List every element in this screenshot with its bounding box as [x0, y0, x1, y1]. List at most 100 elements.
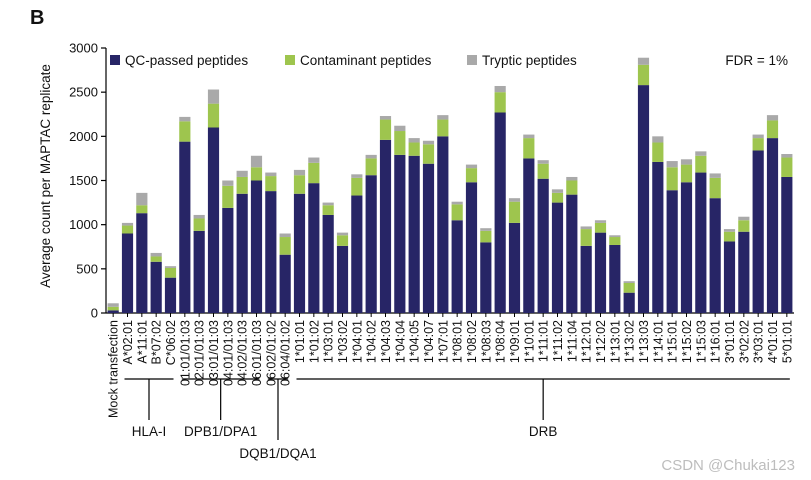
- bar-segment-contaminant: [179, 121, 191, 142]
- x-tick-label: 1*16:01: [709, 320, 723, 363]
- x-tick-label: 06:02/01:02: [264, 320, 278, 386]
- bar-segment-qc: [322, 214, 334, 313]
- bar-segment-contaminant: [222, 185, 234, 208]
- bar-segment-tryptic: [781, 154, 793, 158]
- bar-segment-qc: [637, 85, 650, 313]
- bar-segment-contaminant: [738, 220, 750, 232]
- x-tick-label: 1*13:01: [608, 320, 622, 363]
- bar-segment-tryptic: [508, 198, 521, 202]
- bar-segment-contaminant: [150, 256, 162, 262]
- group-label: DRB: [529, 424, 558, 439]
- x-tick-label: 1*01:01: [293, 320, 307, 363]
- y-tick-label: 2000: [69, 129, 98, 144]
- bar-segment-contaminant: [508, 201, 521, 223]
- x-tick-label: 1*11:02: [551, 320, 565, 362]
- x-tick-label: Mock transfection: [107, 320, 121, 418]
- bar-segment-contaminant: [666, 167, 678, 191]
- bar-segment-contaminant: [322, 205, 334, 215]
- bar-segment-contaminant: [637, 64, 650, 86]
- bar-segment-contaminant: [293, 175, 306, 194]
- bar-segment-tryptic: [179, 116, 191, 122]
- bar-segment-tryptic: [236, 170, 248, 177]
- legend-label-tryptic: Tryptic peptides: [482, 53, 577, 68]
- y-axis-label: Average count per MAPTAC replicate: [38, 64, 53, 288]
- bar-segment-qc: [451, 220, 463, 313]
- bar-segment-contaminant: [594, 222, 607, 233]
- x-tick-label: 3*03:01: [752, 320, 766, 363]
- bar-segment-contaminant: [351, 177, 363, 196]
- bar-segment-qc: [265, 191, 277, 313]
- bar-segment-tryptic: [351, 174, 363, 178]
- bar-segment-contaminant: [551, 192, 564, 203]
- x-tick-label: 1*08:01: [451, 320, 465, 363]
- bar-segment-tryptic: [580, 226, 592, 230]
- bar-segment-tryptic: [107, 303, 119, 307]
- bar-segment-qc: [766, 138, 779, 313]
- x-tick-label: 5*01:01: [780, 320, 794, 363]
- bar-segment-qc: [250, 180, 263, 313]
- bar-segment-contaminant: [566, 180, 578, 195]
- bar-segment-contaminant: [580, 229, 592, 246]
- bar-segment-qc: [121, 233, 134, 313]
- bar-segment-tryptic: [164, 266, 177, 268]
- bar-segment-tryptic: [222, 180, 234, 186]
- bar-segment-qc: [164, 277, 177, 313]
- bar-segment-contaminant: [451, 204, 463, 221]
- bar-segment-contaminant: [709, 177, 721, 199]
- bar-segment-contaminant: [379, 119, 392, 140]
- bar-segment-contaminant: [236, 176, 248, 194]
- bar-segment-qc: [695, 172, 707, 313]
- bar-segment-qc: [580, 245, 592, 313]
- bar-segment-contaminant: [164, 267, 177, 278]
- x-tick-label: 1*08:04: [494, 320, 508, 363]
- bar-segment-qc: [107, 310, 119, 313]
- x-tick-label: 1*15:03: [694, 320, 708, 363]
- bar-segment-qc: [537, 178, 549, 313]
- bar-segment-qc: [308, 183, 320, 313]
- bar-segment-contaminant: [752, 138, 764, 151]
- x-tick-label: 1*13:02: [623, 320, 637, 363]
- bar-segment-tryptic: [121, 222, 134, 226]
- x-tick-label: 1*08:02: [465, 320, 479, 363]
- x-tick-label: 01:01/01:03: [178, 320, 192, 386]
- bar-segment-qc: [709, 198, 721, 313]
- bar-segment-contaminant: [723, 231, 736, 242]
- bar-segment-contaminant: [494, 92, 506, 113]
- bar-segment-qc: [293, 193, 306, 313]
- bar-segment-contaminant: [279, 237, 291, 255]
- group-label: HLA-I: [132, 424, 167, 439]
- bar-segment-tryptic: [265, 172, 277, 177]
- category-groups: HLA-I DPB1/DPA1 DQB1/DQA1 DRB: [124, 378, 790, 461]
- bar-segment-qc: [609, 244, 621, 313]
- bar-segment-tryptic: [551, 189, 564, 193]
- x-tick-label: 1*03:01: [322, 320, 336, 363]
- bar-segment-qc: [207, 127, 220, 313]
- x-tick-label: 3*01:01: [723, 320, 737, 363]
- y-tick-label: 3000: [69, 41, 98, 56]
- x-tick-label: 1*04:03: [379, 320, 393, 363]
- bar-segment-tryptic: [250, 155, 263, 168]
- bar-segment-tryptic: [394, 125, 406, 132]
- bar-segment-qc: [351, 195, 363, 313]
- x-tick-label: 1*12:01: [580, 320, 594, 363]
- bar-segment-tryptic: [150, 252, 162, 257]
- bar-segment-tryptic: [437, 115, 449, 120]
- bar-segment-tryptic: [594, 220, 607, 223]
- chart-plot-area: 0 500 1000 1500 2000 2500 3000 Mock transfectio…: [69, 41, 794, 418]
- bar-segment-contaminant: [652, 142, 664, 162]
- bar-segment-tryptic: [537, 160, 549, 164]
- x-tick-label: 3*02:02: [737, 320, 751, 363]
- bar-segment-contaminant: [207, 103, 220, 128]
- x-tick-label: C*06:02: [164, 320, 178, 365]
- x-tick-label: 1*10:01: [522, 320, 536, 363]
- bar-segment-tryptic: [465, 164, 478, 169]
- x-tick-label: 1*01:02: [307, 320, 321, 363]
- bar-segment-qc: [652, 161, 664, 313]
- x-tick-label: 02:01/01:03: [193, 320, 207, 386]
- bar-segment-qc: [394, 154, 406, 313]
- bar-segment-contaminant: [394, 131, 406, 155]
- bar-segment-tryptic: [723, 229, 736, 232]
- bar-segment-contaminant: [136, 205, 148, 214]
- bar-segment-contaminant: [265, 176, 277, 192]
